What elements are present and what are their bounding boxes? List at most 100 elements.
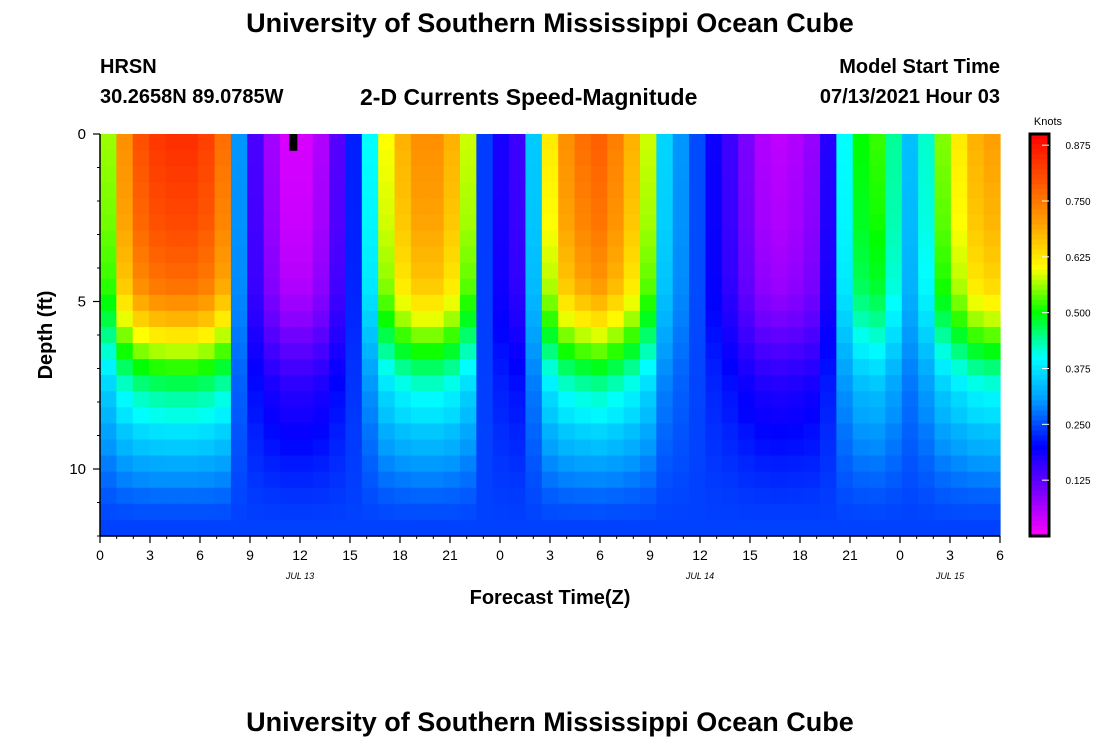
heatmap-cell [525,375,543,392]
heatmap-cell [181,278,199,296]
heatmap-cell [852,230,870,248]
heatmap-cell [132,262,150,280]
heatmap-cell [394,423,412,441]
heatmap-cell [721,407,739,425]
heatmap-cell [149,359,167,376]
heatmap-cell [378,455,396,473]
heatmap-cell [820,503,837,521]
heatmap-cell [934,310,952,328]
heatmap-cell [738,455,756,473]
heatmap-cell [623,198,641,215]
heatmap-cell [820,134,837,151]
heatmap-cell [296,503,314,521]
heatmap-cell [198,487,216,505]
heatmap-cell [541,407,559,425]
heatmap-cell [100,375,117,392]
heatmap-cell [869,503,887,521]
heatmap-cell [787,182,805,199]
heatmap-cell [590,262,608,280]
heatmap-cell [623,407,641,425]
heatmap-cell [836,326,854,344]
heatmap-cell [787,439,805,457]
heatmap-cell [836,407,854,425]
heatmap-cell [770,182,788,199]
colorbar-segment [1030,445,1049,452]
colorbar-segment [1030,335,1049,341]
heatmap-cell [378,423,396,441]
heatmap-cell [394,343,412,360]
heatmap-cell [689,198,707,215]
heatmap-cell [181,230,199,248]
heatmap-cell [836,503,854,521]
heatmap-cell [950,471,968,489]
heatmap-cell [721,487,739,505]
heatmap-cell [541,182,559,199]
heatmap-cell [983,246,1001,264]
heatmap-cell [787,150,805,167]
heatmap-cell [100,503,117,521]
heatmap-cell [590,134,608,151]
heatmap-cell [296,455,314,473]
heatmap-cell [312,503,330,521]
heatmap-cell [672,487,690,505]
heatmap-cell [983,150,1001,167]
heatmap-cell [230,503,248,521]
heatmap-cell [230,150,248,167]
heatmap-cell [885,407,903,425]
heatmap-cell [672,519,690,537]
heatmap-cell [280,455,297,473]
heatmap-cell [574,134,592,151]
heatmap-cell [640,214,657,232]
heatmap-cell [901,150,919,167]
heatmap-cell [901,166,919,183]
heatmap-cell [623,455,641,473]
heatmap-cell [672,198,690,215]
heatmap-cell [247,487,265,505]
heatmap-cell [214,166,232,183]
heatmap-cell [901,471,919,489]
heatmap-cell [820,326,837,344]
heatmap-cell [852,359,870,376]
heatmap-cell [296,182,314,199]
colorbar-segment [1030,375,1049,381]
heatmap-cell [754,294,772,312]
heatmap-cell [198,182,216,199]
heatmap-cell [427,503,445,521]
colorbar-segment [1030,289,1049,296]
heatmap-cell [247,455,265,473]
heatmap-cell [950,294,968,312]
heatmap-cell [950,150,968,167]
heatmap-cell [378,262,396,280]
heatmap-cell [918,134,936,151]
heatmap-cell [983,519,1001,537]
heatmap-cell [934,487,952,505]
heatmap-cell [590,439,608,457]
heatmap-cell [590,198,608,215]
heatmap-cell [263,182,281,199]
heatmap-cell [738,439,756,457]
heatmap-cell [100,150,117,167]
heatmap-cell [820,262,837,280]
heatmap-cell [427,214,445,232]
heatmap-cell [934,182,952,199]
heatmap-cell [803,278,821,296]
x-tick-label: 6 [996,547,1004,563]
heatmap-cell [329,262,347,280]
heatmap-cell [738,182,756,199]
heatmap-cell [541,455,559,473]
heatmap-cell [443,166,461,183]
colorbar-segment [1030,400,1049,406]
heatmap-cell [623,230,641,248]
heatmap-cell [525,182,543,199]
heatmap-cell [656,423,674,441]
model-start-value: 07/13/2021 Hour 03 [819,86,1000,108]
colorbar-segment [1030,455,1049,462]
heatmap-cell [476,343,494,360]
heatmap-cell [329,278,347,296]
heatmap-cell [934,343,952,360]
heatmap-cell [181,262,199,280]
heatmap-cell [263,134,281,151]
heatmap-cell [116,471,134,489]
heatmap-cell [656,294,674,312]
heatmap-cell [149,294,167,312]
